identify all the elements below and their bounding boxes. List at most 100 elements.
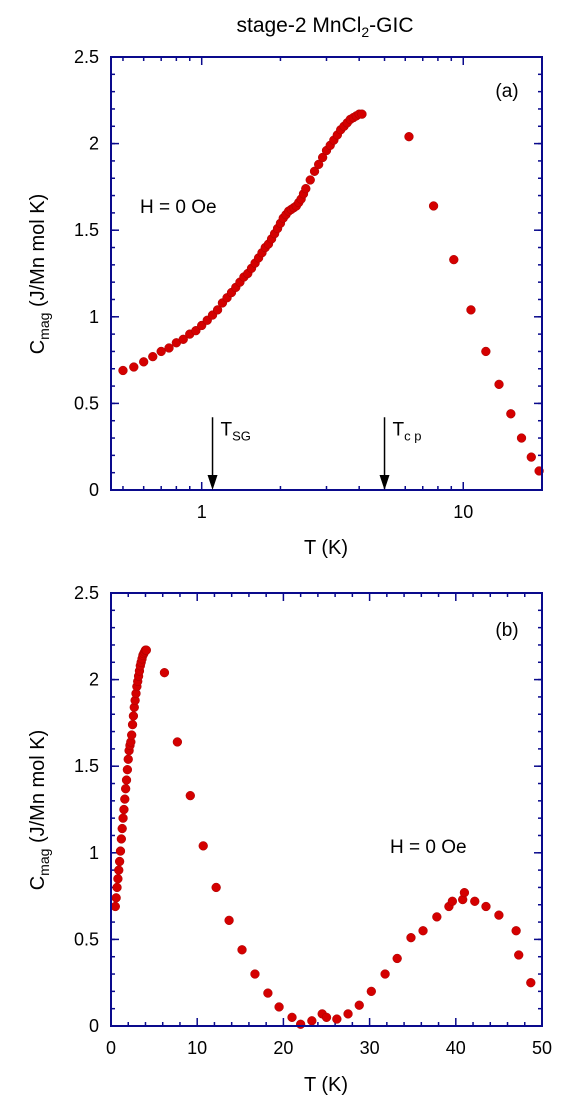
data-point [123, 754, 133, 764]
data-point [178, 334, 188, 344]
data-point [511, 926, 521, 936]
data-point [121, 784, 131, 794]
x-tick-label: 30 [360, 1038, 380, 1058]
panel-b-label: (b) [495, 620, 518, 641]
data-point [459, 887, 470, 898]
x-tick-label: 1 [197, 502, 207, 522]
data-point [274, 1002, 284, 1012]
panel-a-field-annotation: H = 0 Oe [140, 197, 217, 218]
x-tick-label: 20 [273, 1038, 293, 1058]
data-point [404, 132, 414, 142]
data-point [212, 305, 223, 315]
data-point [447, 896, 458, 906]
data-point [129, 362, 139, 372]
panel-a-frame [110, 56, 543, 491]
data-point [119, 804, 129, 815]
data-point [366, 986, 376, 997]
data-point [357, 109, 367, 119]
data-point [449, 254, 459, 265]
data-point [526, 452, 536, 462]
data-point [470, 896, 480, 906]
data-point [191, 326, 201, 336]
panel-b-field-annotation: H = 0 Oe [390, 837, 467, 858]
data-point [148, 351, 158, 362]
tcp-arrow: Tc p [379, 417, 422, 490]
data-point [481, 346, 491, 357]
panel-a-xlabel: T (K) [304, 537, 348, 559]
panel-a-ticks: 0 0.5 1 1.5 2 2.5 1 10 [74, 47, 543, 522]
data-point [211, 882, 221, 893]
y-tick-label: 0 [89, 1016, 99, 1036]
data-point [198, 841, 208, 851]
y-tick-label: 0 [89, 480, 99, 500]
data-point [118, 365, 128, 376]
data-point [494, 910, 504, 920]
y-tick-label: 1 [89, 843, 99, 863]
y-tick-label: 2.5 [74, 583, 99, 603]
x-tick-label: 40 [446, 1038, 466, 1058]
data-point [343, 1009, 353, 1019]
panel-a-points [118, 109, 544, 476]
data-point [128, 711, 139, 721]
y-tick-label: 1.5 [74, 220, 99, 240]
data-point [380, 969, 390, 979]
figure-title: stage-2 MnCl2-GIC [236, 14, 413, 40]
data-point [466, 305, 476, 315]
panel-a-ylabel: Cmag (J/Mn mol K) [27, 194, 52, 355]
data-point [111, 893, 121, 903]
data-point [309, 166, 320, 176]
data-point [122, 765, 133, 775]
data-point [332, 1014, 342, 1024]
data-point [120, 794, 130, 804]
data-point [114, 856, 125, 867]
y-tick-label: 2.5 [74, 47, 99, 67]
data-point [237, 945, 247, 955]
tsg-label: TSG [221, 419, 251, 443]
data-point [110, 901, 120, 912]
data-point [113, 874, 123, 884]
data-point [141, 645, 151, 655]
data-point [250, 969, 260, 979]
data-point [164, 343, 174, 353]
panel-b-xlabel: T (K) [304, 1074, 348, 1096]
data-point [514, 950, 524, 960]
panel-b: 0 0.5 1 1.5 2 2.5 0 10 20 30 40 50 (b) H = 0 Oe T (… [27, 583, 552, 1096]
tcp-label: Tc p [393, 419, 422, 443]
data-point [321, 1012, 332, 1022]
data-point [127, 719, 138, 730]
panel-a: 0 0.5 1 1.5 2 2.5 1 10 (a) H = 0 Oe TSG Tc p T … [27, 47, 544, 559]
tcp-arrow-head [379, 475, 390, 490]
data-point [139, 357, 149, 367]
data-point [112, 882, 122, 893]
data-point [287, 1012, 297, 1022]
x-tick-label: 50 [532, 1038, 552, 1058]
x-tick-label: 10 [453, 502, 473, 522]
data-point [526, 978, 536, 988]
data-point [159, 668, 170, 678]
y-tick-label: 0.5 [74, 393, 99, 413]
data-point [117, 823, 127, 834]
data-point [481, 901, 491, 912]
data-point [314, 159, 324, 170]
y-tick-label: 0.5 [74, 929, 99, 949]
data-point [305, 175, 315, 185]
data-point [224, 915, 234, 925]
x-tick-label: 0 [106, 1038, 116, 1058]
y-tick-label: 1.5 [74, 756, 99, 776]
tsg-arrow-head [207, 475, 218, 490]
data-point [121, 775, 132, 785]
data-point [506, 409, 516, 419]
data-point [118, 813, 128, 823]
data-point [185, 790, 195, 801]
data-point [295, 1019, 306, 1029]
data-point [156, 346, 166, 357]
data-point [354, 1000, 364, 1010]
data-point [114, 865, 124, 875]
data-point [516, 433, 527, 443]
data-point [494, 379, 504, 389]
panel-a-label: (a) [495, 81, 518, 102]
data-point [428, 201, 439, 211]
data-point [392, 953, 402, 964]
tsg-arrow: TSG [207, 417, 251, 490]
